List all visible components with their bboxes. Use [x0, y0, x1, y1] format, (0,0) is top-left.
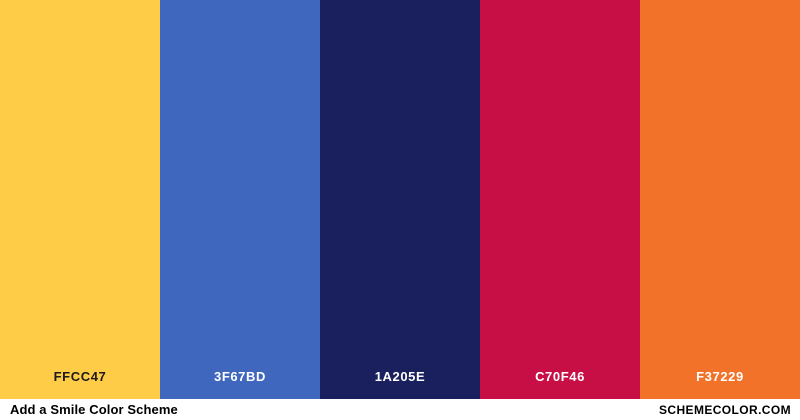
hex-code-label: 1A205E — [374, 369, 426, 384]
footer-bar: Add a Smile Color Scheme SCHEMECOLOR.COM — [0, 399, 800, 420]
site-name: SCHEMECOLOR.COM — [659, 402, 791, 417]
scheme-title: Add a Smile Color Scheme — [10, 402, 178, 417]
hex-code-label: 3F67BD — [213, 369, 266, 384]
hex-code-label: FFCC47 — [53, 369, 107, 384]
hex-code-label: F37229 — [696, 369, 744, 384]
color-swatch-f37229: F37229 — [640, 0, 800, 399]
color-swatch-1a205e: 1A205E — [320, 0, 480, 399]
color-swatch-c70f46: C70F46 — [480, 0, 640, 399]
hex-code-label: C70F46 — [535, 369, 585, 384]
swatch-row: FFCC47 3F67BD 1A205E C70F46 F37229 — [0, 0, 800, 399]
color-swatch-3f67bd: 3F67BD — [160, 0, 320, 399]
color-swatch-ffcc47: FFCC47 — [0, 0, 160, 399]
